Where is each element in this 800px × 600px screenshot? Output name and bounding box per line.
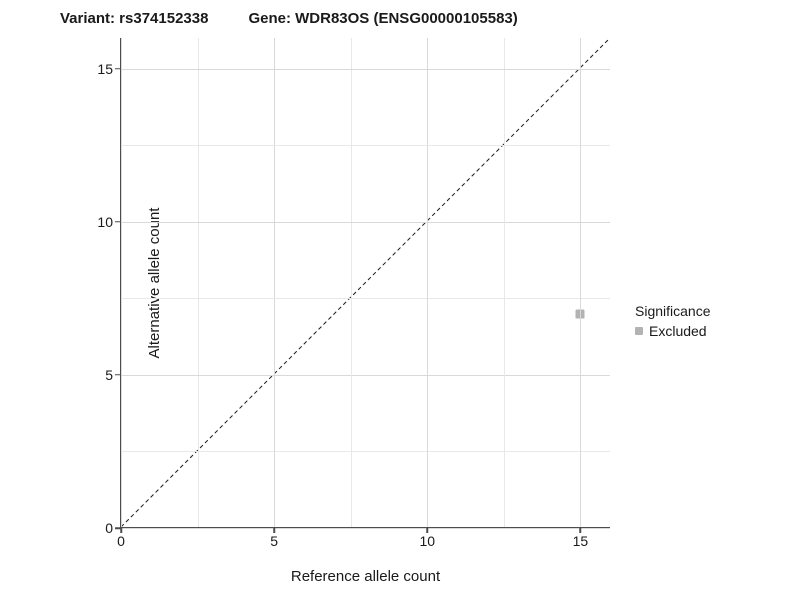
gridline-horizontal: [121, 451, 610, 452]
legend-title: Significance: [635, 303, 711, 319]
chart-area: Alternative allele count Reference allel…: [60, 38, 620, 558]
y-tick-label-0: 0: [83, 520, 113, 536]
gridline-horizontal: [121, 145, 610, 146]
y-tick-mark: [115, 68, 121, 70]
gridline-vertical: [274, 38, 275, 527]
x-tick-label-0: 0: [117, 533, 125, 549]
legend-label-excluded: Excluded: [649, 323, 707, 339]
plot-panel[interactable]: Alternative allele count Reference allel…: [120, 38, 610, 528]
legend-item-excluded[interactable]: Excluded: [635, 323, 711, 339]
gridline-horizontal: [121, 69, 610, 70]
gridline-horizontal: [121, 298, 610, 299]
y-tick-mark: [115, 374, 121, 376]
gene-title: Gene: WDR83OS (ENSG00000105583): [248, 10, 517, 27]
legend-swatch-excluded: [635, 327, 643, 335]
x-tick-label-5: 5: [270, 533, 278, 549]
gridline-vertical: [427, 38, 428, 527]
gridline-horizontal: [121, 528, 610, 529]
gridline-vertical: [198, 38, 199, 527]
gridline-vertical: [580, 38, 581, 527]
identity-reference-line: [121, 38, 610, 527]
legend-group: Significance Excluded: [635, 303, 711, 339]
x-tick-label-10: 10: [419, 533, 435, 549]
gridline-vertical: [121, 38, 122, 527]
gridline-vertical: [351, 38, 352, 527]
gridline-vertical: [504, 38, 505, 527]
y-tick-mark: [115, 221, 121, 223]
variant-title: Variant: rs374152338: [60, 10, 208, 27]
y-axis-label: Alternative allele count: [146, 207, 163, 358]
y-tick-label-5: 5: [83, 367, 113, 383]
x-tick-label-15: 15: [573, 533, 589, 549]
y-tick-label-15: 15: [83, 61, 113, 77]
x-axis-label: Reference allele count: [291, 568, 440, 585]
gridline-horizontal: [121, 375, 610, 376]
y-tick-label-10: 10: [83, 214, 113, 230]
chart-title-group: Variant: rs374152338 Gene: WDR83OS (ENSG…: [60, 10, 518, 27]
gridline-horizontal: [121, 222, 610, 223]
